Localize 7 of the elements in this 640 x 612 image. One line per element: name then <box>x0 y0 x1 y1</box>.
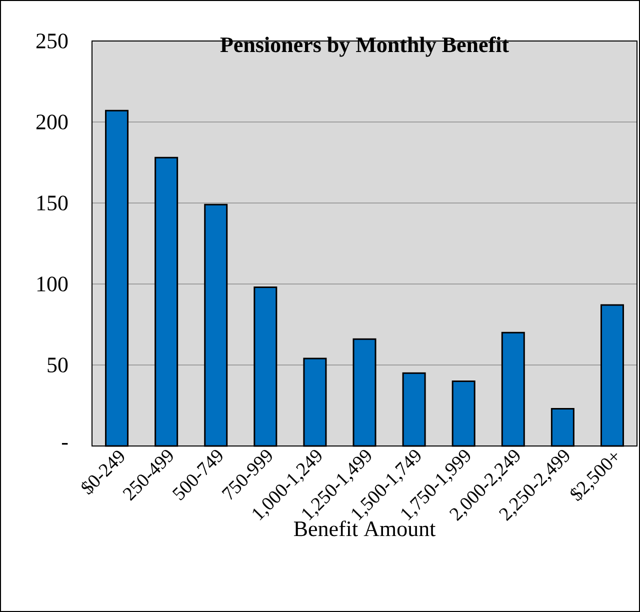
y-tick-label: - <box>62 443 68 445</box>
y-tick-label: 100 <box>37 276 68 292</box>
y-tick-label: 150 <box>37 196 68 210</box>
y-tick-label: 250 <box>36 34 68 48</box>
x-axis-title: Benefit Amount <box>294 520 436 536</box>
y-tick-label: 200 <box>36 114 68 130</box>
y-tick-label: 50 <box>48 358 68 372</box>
